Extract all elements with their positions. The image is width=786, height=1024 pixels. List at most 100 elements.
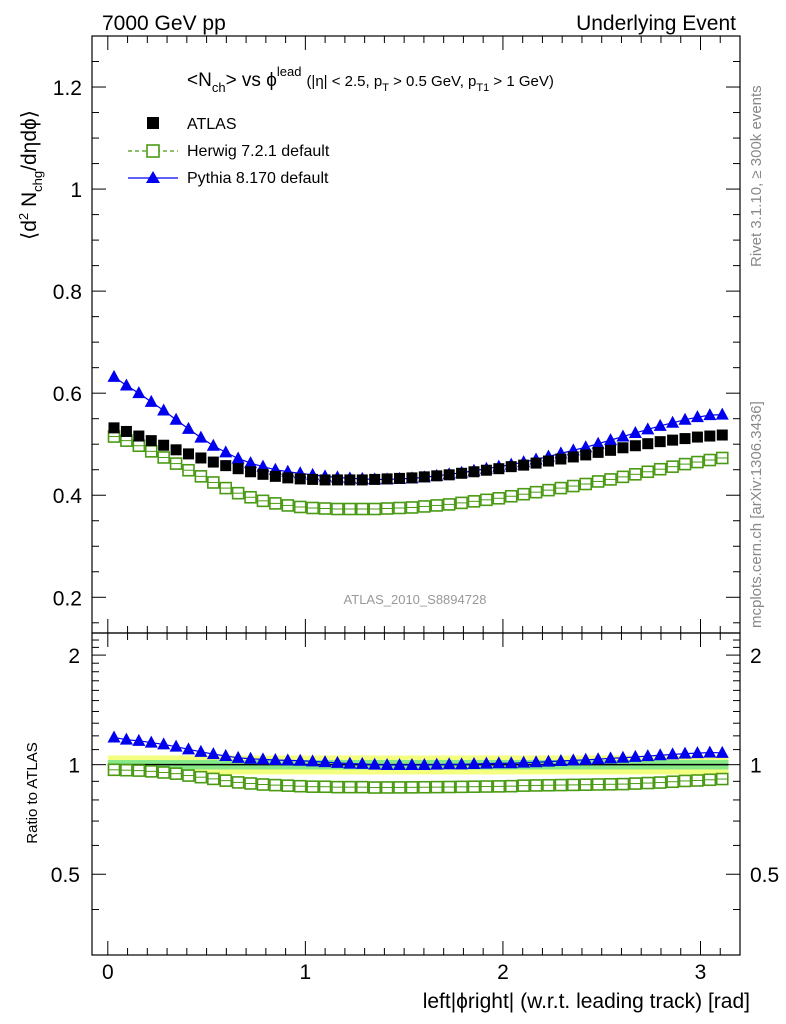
atlas-point — [307, 473, 319, 485]
xlabel: left|ϕright| (w.r.t. leading track) [rad… — [423, 990, 750, 1013]
pythia-point — [653, 418, 667, 431]
pythia-ratio-point — [206, 747, 220, 760]
pythia-ratio-point — [455, 757, 469, 770]
upper-panel: 0.2 0.4 0.6 0.8 1 1.2 — [53, 35, 741, 634]
pythia-ratio-point — [306, 754, 320, 767]
pythia-point — [690, 410, 704, 423]
title-sup: lead — [277, 64, 302, 79]
pythia-ratio-point — [219, 748, 233, 761]
ylabel-part-b: N — [18, 192, 41, 213]
y-tick-label-right: 1 — [750, 755, 762, 778]
pythia-ratio-point — [355, 756, 369, 769]
atlas-point — [518, 459, 530, 471]
pythia-point — [666, 415, 680, 428]
ylabel-sup: 2 — [16, 213, 31, 220]
title-cuts-1-sub: T — [382, 82, 389, 94]
pythia-ratio-point — [169, 739, 183, 752]
pythia-point — [157, 403, 171, 416]
y-tick-label: 0.2 — [53, 587, 82, 610]
pythia-ratio-point — [616, 750, 630, 763]
atlas-point — [480, 464, 492, 476]
header-right: Underlying Event — [576, 12, 736, 35]
pythia-point — [144, 394, 158, 407]
atlas-point — [269, 470, 281, 482]
pythia-point — [579, 440, 593, 453]
rivet-label: Rivet 3.1.10, ≥ 300k events — [748, 85, 765, 267]
title-cuts-3: > 1 GeV) — [489, 73, 554, 90]
pythia-point — [206, 438, 220, 451]
legend-pythia-label: Pythia 8.170 default — [187, 170, 329, 187]
upper-data-marks — [107, 369, 729, 516]
y-tick-label: 0.6 — [53, 383, 82, 406]
pythia-ratio-point — [268, 753, 282, 766]
pythia-ratio-point — [256, 752, 270, 765]
legend-atlas-label: ATLAS — [187, 116, 237, 133]
pythia-line — [113, 376, 723, 481]
title-cuts-2-sub: T1 — [476, 82, 489, 94]
x-tick-label: 0 — [102, 961, 114, 984]
pythia-ratio-point — [504, 756, 518, 769]
title-cuts-1: (|η| < 2.5, p — [306, 73, 382, 90]
atlas-point — [406, 472, 418, 484]
atlas-point — [493, 463, 505, 475]
pythia-point — [715, 407, 729, 420]
atlas-point — [170, 444, 182, 456]
lower-ylabel: Ratio to ATLAS — [24, 742, 41, 843]
atlas-point — [381, 473, 393, 485]
legend-atlas-marker — [147, 117, 159, 129]
pythia-ratio-point — [517, 755, 531, 768]
y-tick-label: 2 — [68, 645, 80, 668]
pythia-ratio-point — [566, 753, 580, 766]
pythia-ratio-point — [318, 755, 332, 768]
pythia-ratio-point — [244, 751, 258, 764]
pythia-ratio-point — [343, 756, 357, 769]
analysis-watermark: ATLAS_2010_S8894728 — [344, 592, 487, 607]
upper-axis-ticks: 0.2 0.4 0.6 0.8 1 1.2 — [53, 36, 741, 633]
pythia-ratio-point — [492, 756, 506, 769]
pythia-point — [181, 421, 195, 434]
atlas-point — [344, 474, 356, 486]
pythia-point — [591, 436, 605, 449]
legend-herwig-marker — [146, 144, 160, 158]
ylabel-part-a: ⟨d — [18, 220, 41, 240]
pythia-point — [604, 433, 618, 446]
y-tick-label: 0.8 — [53, 281, 82, 304]
pythia-point — [119, 378, 133, 391]
pythia-ratio-point — [666, 747, 680, 760]
atlas-point — [443, 469, 455, 481]
header-left: 7000 GeV pp — [102, 12, 226, 35]
ylabel-part-c: /dηdϕ⟩ — [18, 110, 41, 171]
atlas-point — [567, 451, 579, 463]
pythia-ratio-point — [380, 758, 394, 771]
pythia-ratio-point — [554, 754, 568, 767]
y-tick-label: 1.2 — [53, 77, 82, 100]
title-main: <N — [187, 70, 212, 91]
atlas-point — [220, 460, 232, 472]
y-tick-label-right: 2 — [750, 645, 762, 668]
atlas-point — [617, 442, 629, 454]
legend-pythia-marker — [146, 171, 160, 183]
pythia-ratio-point — [119, 732, 133, 745]
atlas-point — [468, 466, 480, 478]
pythia-ratio-point — [405, 758, 419, 771]
atlas-point — [592, 446, 604, 458]
pythia-ratio-point — [430, 757, 444, 770]
pythia-ratio-point — [368, 757, 382, 770]
x-tick-label: 2 — [497, 961, 509, 984]
pythia-ratio-point — [678, 746, 692, 759]
ylabel-sub: chg — [30, 171, 45, 192]
atlas-point — [257, 468, 269, 480]
atlas-point — [120, 425, 132, 437]
pythia-point — [641, 422, 655, 435]
pythia-ratio-point — [703, 745, 717, 758]
x-tick-label: 3 — [695, 961, 707, 984]
atlas-point — [108, 422, 120, 434]
plot-title: <Nch> vs ϕlead (|η| < 2.5, pT > 0.5 GeV, … — [187, 64, 554, 95]
pythia-ratio-point — [293, 753, 307, 766]
lower-panel: 0 1 2 3 0.5 0.5 1 1 2 2 — [51, 632, 779, 984]
atlas-point — [158, 439, 170, 451]
atlas-point — [207, 456, 219, 468]
atlas-point — [232, 463, 244, 475]
atlas-point — [133, 430, 145, 442]
